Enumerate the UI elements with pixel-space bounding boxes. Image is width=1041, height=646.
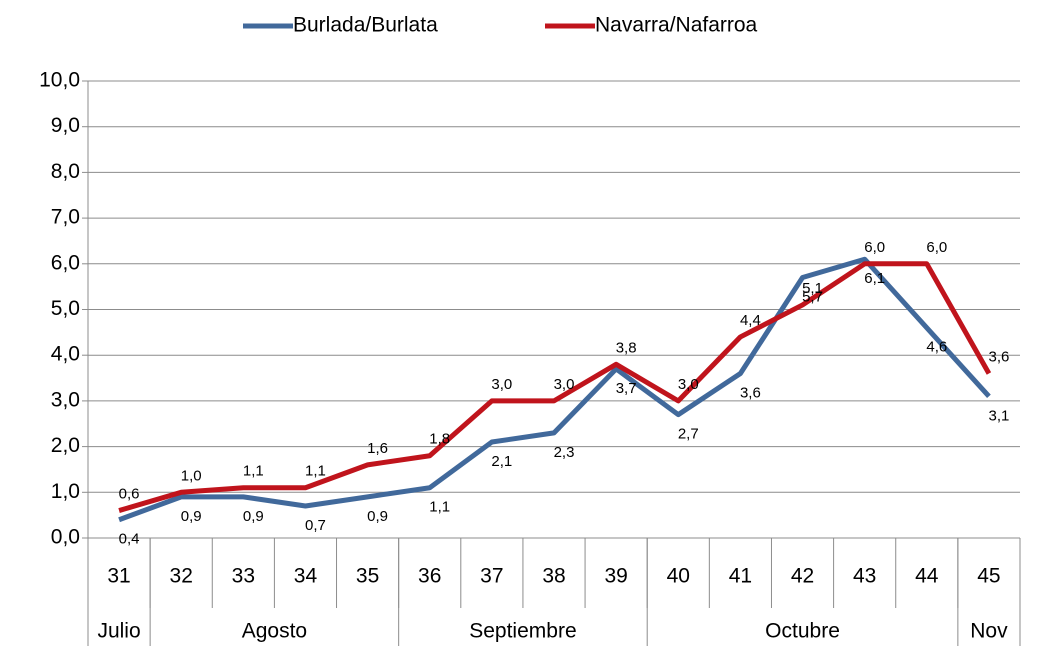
y-tick-label: 4,0	[51, 343, 80, 366]
data-label: 3,6	[989, 348, 1010, 365]
data-label: 3,8	[616, 339, 637, 356]
data-label: 3,0	[491, 376, 512, 393]
x-tick-label: 35	[356, 565, 379, 588]
x-tick-label: 33	[232, 565, 255, 588]
y-tick-label: 8,0	[51, 160, 80, 183]
data-label: 1,6	[367, 440, 388, 457]
y-tick-label: 1,0	[51, 480, 80, 503]
x-tick-label: 40	[667, 565, 690, 588]
data-label: 3,7	[616, 380, 637, 397]
data-label: 6,1	[864, 270, 885, 287]
data-label: 3,6	[740, 384, 761, 401]
x-tick-label: 32	[170, 565, 193, 588]
data-label: 2,1	[491, 453, 512, 470]
data-label: 5,7	[802, 288, 823, 305]
data-label: 2,7	[678, 426, 699, 443]
y-tick-label: 9,0	[51, 114, 80, 137]
data-label: 5,1	[802, 280, 823, 297]
data-label: 0,6	[119, 486, 140, 503]
data-label: 4,4	[740, 312, 761, 329]
month-label: Julio	[97, 620, 140, 643]
data-label: 0,4	[119, 531, 140, 548]
x-tick-label: 45	[977, 565, 1000, 588]
y-tick-label: 10,0	[39, 69, 80, 92]
x-tick-label: 39	[604, 565, 627, 588]
x-tick-label: 36	[418, 565, 441, 588]
series-line	[118, 261, 992, 513]
x-tick-label: 41	[729, 565, 752, 588]
x-tick-label: 34	[294, 565, 318, 588]
data-label: 1,1	[305, 463, 326, 480]
x-tick-label: 43	[853, 565, 876, 588]
y-tick-label: 3,0	[51, 388, 80, 411]
y-tick-label: 2,0	[51, 434, 80, 457]
data-label: 0,7	[305, 517, 326, 534]
legend-label: Navarra/Nafarroa	[595, 14, 758, 37]
data-label: 3,0	[678, 376, 699, 393]
month-label: Septiembre	[469, 620, 576, 643]
data-label: 0,9	[243, 508, 264, 525]
data-label: 1,1	[243, 463, 264, 480]
x-tick-label: 31	[107, 565, 130, 588]
series-line	[118, 256, 991, 523]
data-label: 2,3	[554, 444, 575, 461]
data-label: 0,9	[181, 508, 202, 525]
y-tick-label: 0,0	[51, 526, 80, 549]
month-label: Agosto	[242, 620, 307, 643]
data-label: 6,0	[864, 239, 885, 256]
data-label: 0,9	[367, 508, 388, 525]
data-label: 6,0	[926, 239, 947, 256]
data-label: 3,0	[554, 376, 575, 393]
data-label: 1,0	[181, 467, 202, 484]
month-label: Nov	[970, 620, 1008, 643]
data-label: 3,1	[989, 407, 1010, 424]
x-tick-label: 37	[480, 565, 503, 588]
data-label: 1,1	[429, 499, 450, 516]
y-tick-label: 5,0	[51, 297, 80, 320]
legend-label: Burlada/Burlata	[293, 14, 438, 37]
data-label: 1,8	[429, 431, 450, 448]
month-label: Octubre	[765, 620, 840, 643]
x-tick-label: 38	[542, 565, 565, 588]
x-tick-label: 42	[791, 565, 814, 588]
y-tick-label: 6,0	[51, 251, 80, 274]
data-label: 4,6	[926, 339, 947, 356]
y-tick-label: 7,0	[51, 206, 80, 229]
x-tick-label: 44	[915, 565, 939, 588]
